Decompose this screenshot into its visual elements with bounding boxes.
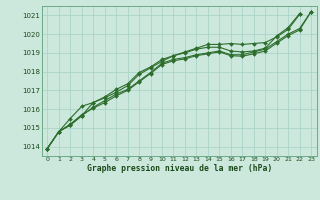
X-axis label: Graphe pression niveau de la mer (hPa): Graphe pression niveau de la mer (hPa) — [87, 164, 272, 173]
